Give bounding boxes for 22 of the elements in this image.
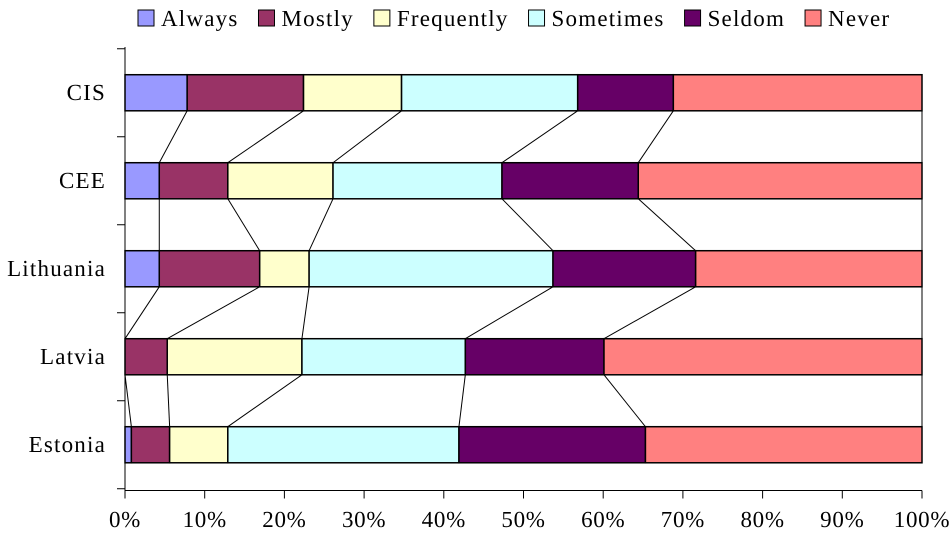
legend-label: Frequently (396, 6, 509, 32)
y-tick-label: Lithuania (7, 256, 106, 282)
legend-label: Mostly (281, 6, 354, 32)
x-tick-label: 20% (262, 506, 307, 532)
x-tick-label: 10% (182, 506, 227, 532)
x-tick-label: 0% (108, 506, 142, 532)
legend-label: Sometimes (552, 6, 665, 32)
x-tick-label: 50% (501, 506, 546, 532)
x-tick-label: 80% (740, 506, 785, 532)
y-tick-label: Estonia (28, 432, 106, 458)
legend-label: Seldom (708, 6, 786, 32)
x-tick-label: 100% (894, 506, 950, 532)
y-tick-label: CIS (66, 80, 106, 106)
legend-label: Always (161, 6, 238, 32)
x-tick-label: 30% (342, 506, 386, 532)
y-tick-label: CEE (58, 168, 106, 194)
legend-label: Never (828, 6, 890, 32)
x-tick-label: 40% (422, 506, 466, 532)
x-tick-label: 60% (581, 506, 626, 532)
x-tick-label: 70% (660, 506, 706, 532)
y-tick-label: Latvia (40, 344, 106, 370)
x-tick-label: 90% (820, 506, 864, 532)
